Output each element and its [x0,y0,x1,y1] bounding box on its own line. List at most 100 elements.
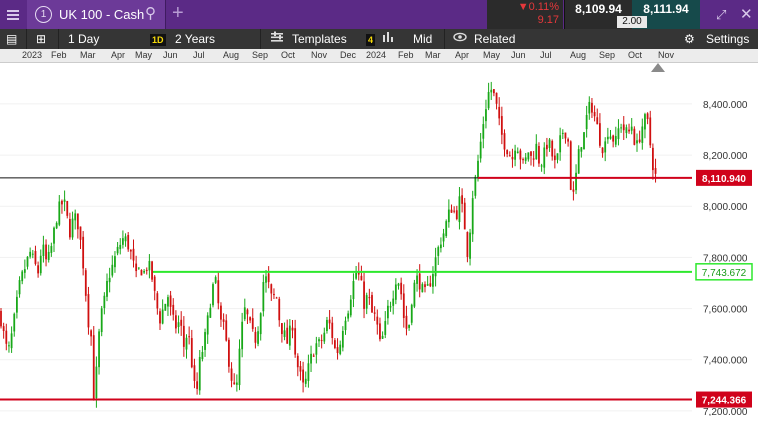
templates-icon [270,29,284,49]
timeline-label: Oct [628,50,643,60]
candle-body [551,140,554,157]
candle-body [175,315,177,329]
layout-grid-icon[interactable]: ⊞ [36,32,47,46]
price-type-selector[interactable]: Mid [413,32,433,46]
candle-body [190,338,193,368]
candle-body [45,244,47,260]
candle-body [421,284,424,293]
candle-body [349,299,352,316]
hamburger-icon [7,13,19,16]
price-chart[interactable]: 8,400.000 8,200.000 8,000.000 7,800.000 7,60… [0,63,758,418]
y-tick-label: 8,400.000 [703,100,748,111]
candle-body [561,132,564,134]
candle-body [606,136,609,140]
candle-body [71,218,74,238]
candle-body [108,277,111,283]
candle-body [511,156,514,160]
candle-body [31,253,34,255]
candle-body [498,106,501,119]
candle-body [506,150,509,155]
y-tick-label: 8,000.000 [703,202,748,213]
level-price-tag [695,263,753,281]
expand-icon[interactable]: ⤢ [716,7,727,22]
candle-body [291,327,294,331]
range-selector[interactable]: 2 Years [175,32,216,46]
candle-body [418,273,421,290]
candle-body [564,132,567,139]
instrument-tab[interactable]: 1 UK 100 - Cash ⚲ [27,0,166,29]
candle-body [265,276,267,283]
candle-body [371,295,373,313]
templates-button[interactable]: Templates [292,32,347,46]
timeline-label: Apr [455,50,470,60]
candle-body [447,209,450,223]
list-icon[interactable]: ▤ [6,32,18,46]
sell-button[interactable]: 8,109.94 [564,0,632,29]
candle-body [92,335,95,401]
chart-canvas[interactable]: 8,400.000 8,200.000 8,000.000 7,800.000 7,60… [0,63,758,418]
related-button[interactable]: Related [474,32,516,46]
candle-body [34,250,37,264]
candle-body [379,323,381,340]
timeline-axis: 2023 Feb Mar Apr May Jun Jul Aug Sep Oct… [0,49,758,63]
candle-body [532,158,535,160]
candle-body [39,255,42,274]
candle-body [161,309,164,324]
candle-body [527,152,530,160]
interval-selector[interactable]: 1 Day [68,32,100,46]
candle-body [225,320,228,341]
candle-body [29,251,32,257]
candle-body [257,331,259,344]
candle-body [445,221,448,237]
candle-body [270,284,273,294]
candle-body [376,316,379,325]
candle-body [469,232,471,259]
candle-body [111,264,114,276]
search-icon[interactable]: ⚲ [145,5,156,22]
sell-price: 8,109.94 [575,2,622,16]
candle-body [220,305,222,320]
candle-body [490,89,493,93]
candle-body [495,92,498,104]
close-icon[interactable]: ✕ [740,6,753,23]
price-type-icon [382,29,394,49]
candle-body [485,109,487,122]
candle-body [106,280,108,297]
candle-body [315,343,318,355]
candle-body [69,219,71,238]
timeline-label: 2024 [366,50,387,60]
candle-body [572,189,575,192]
y-tick-label: 8,200.000 [703,151,748,162]
candle-body [373,312,376,314]
candle-body [10,333,13,349]
candle-body [580,147,583,152]
add-tab-button[interactable]: + [172,2,184,24]
candle-body [127,234,130,250]
candle-body [275,297,278,299]
candle-body [251,318,254,329]
candle-body [429,283,432,287]
candle-body [76,213,79,230]
candle-body [437,247,440,256]
candle-body [559,135,562,153]
top-bar: 1 UK 100 - Cash ⚲ + ▼0.11% 9.17 8,109.94… [0,0,758,29]
candle-body [575,172,577,191]
candle-body [434,257,437,277]
settings-button[interactable]: Settings [706,32,750,46]
candle-body [90,330,92,337]
gear-icon[interactable]: ⚙ [684,32,695,46]
candle-body [66,200,69,216]
candle-body [296,355,299,368]
candle-body [53,227,55,244]
candle-body [50,246,53,253]
candle-body [426,284,429,286]
timeline-label: Jul [540,50,552,60]
candle-body [286,327,289,344]
candle-body [384,321,387,335]
candle-body [410,304,413,323]
candle-body [182,325,185,347]
candle-body [140,270,143,276]
candle-body [402,293,405,318]
menu-button[interactable] [0,0,26,29]
candle-body [206,315,209,335]
